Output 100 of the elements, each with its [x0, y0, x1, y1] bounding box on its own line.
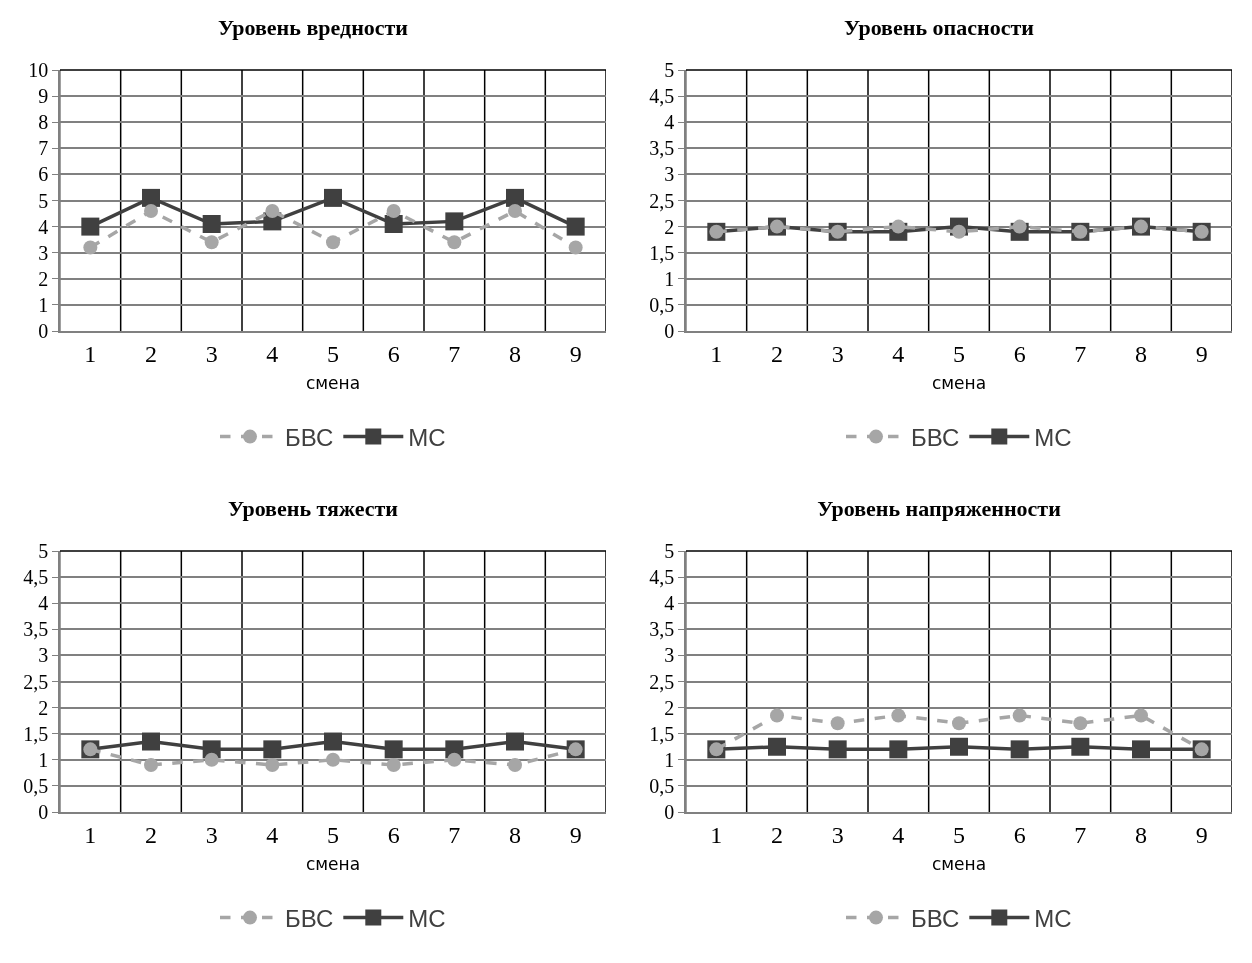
y-tick-label: 9 [38, 85, 49, 108]
legend-label: МС [408, 904, 446, 932]
y-tick-label: 4,5 [23, 566, 49, 589]
x-tick-label: 7 [1074, 821, 1087, 848]
y-tick-label: 3,5 [23, 618, 49, 641]
x-axis-title: смена [305, 854, 361, 875]
y-tick-label: 5 [38, 540, 49, 562]
y-tick-label: 2,5 [649, 670, 675, 693]
legend-label: МС [1034, 423, 1072, 451]
y-tick-label: 1 [38, 748, 49, 771]
x-tick-label: 3 [831, 821, 844, 848]
x-tick-label: 6 [1013, 340, 1026, 367]
y-tick-label: 4 [664, 592, 675, 615]
legend-label: МС [1034, 904, 1072, 932]
point [324, 188, 342, 207]
x-tick-label: 3 [205, 340, 218, 367]
point [202, 214, 221, 233]
x-axis-title: смена [305, 373, 361, 394]
point [142, 188, 160, 207]
point [1132, 740, 1150, 759]
y-tick-label: 0,5 [649, 774, 675, 797]
point [386, 203, 401, 218]
x-tick-label: 1 [710, 821, 723, 848]
y-tick-label: 2 [38, 267, 49, 290]
point [830, 716, 845, 731]
x-axis-title: смена [931, 373, 987, 394]
point [506, 188, 524, 207]
x-tick-label: 7 [448, 340, 461, 367]
point [566, 217, 585, 236]
y-tick-label: 4,5 [649, 85, 675, 108]
y-tick-label: 1,5 [649, 722, 675, 745]
point [386, 758, 401, 773]
point [265, 203, 280, 218]
legend-label: БВС [285, 904, 334, 932]
x-tick-label: 4 [266, 340, 279, 367]
x-tick-label: 2 [145, 821, 157, 848]
point [204, 752, 219, 767]
point [506, 732, 524, 751]
x-tick-label: 1 [84, 340, 97, 367]
legend-label: БВС [285, 423, 334, 451]
y-tick-label: 0,5 [23, 774, 49, 797]
y-tick-label: 3 [38, 644, 49, 667]
x-tick-label: 1 [710, 340, 723, 367]
x-tick-label: 5 [953, 340, 965, 367]
y-tick-label: 0 [664, 801, 675, 823]
point [1010, 740, 1029, 759]
point [828, 740, 847, 759]
y-tick-label: 2 [664, 215, 675, 238]
point [384, 214, 403, 233]
point [1073, 716, 1088, 731]
y-tick-label: 1,5 [23, 722, 49, 745]
y-tick-label: 3 [664, 163, 675, 186]
y-tick-label: 3,5 [649, 137, 675, 160]
x-tick-label: 8 [1135, 821, 1147, 848]
y-tick-label: 10 [28, 59, 49, 81]
x-tick-label: 8 [509, 340, 521, 367]
y-tick-label: 0 [38, 801, 49, 823]
point [950, 737, 968, 756]
y-tick-label: 5 [664, 540, 675, 562]
x-tick-label: 6 [1013, 821, 1026, 848]
x-tick-label: 7 [448, 821, 461, 848]
x-tick-label: 5 [327, 340, 339, 367]
point [770, 708, 784, 723]
chart-title: Уровень опасности [844, 14, 1035, 40]
y-tick-label: 2,5 [649, 189, 675, 212]
x-tick-label: 5 [953, 821, 965, 848]
point [384, 740, 403, 759]
legend-label: БВС [911, 423, 960, 451]
point [265, 758, 280, 773]
point [326, 235, 340, 250]
y-tick-label: 0 [38, 320, 49, 342]
point [447, 752, 462, 767]
x-tick-label: 9 [1195, 340, 1208, 367]
point [768, 737, 786, 756]
y-tick-label: 5 [38, 189, 49, 212]
y-tick-label: 3,5 [649, 618, 675, 641]
legend-label: МС [408, 423, 446, 451]
point [142, 732, 160, 751]
y-tick-label: 3 [664, 644, 675, 667]
y-tick-label: 6 [38, 163, 49, 186]
x-tick-label: 1 [84, 821, 97, 848]
x-tick-label: 8 [509, 821, 521, 848]
point [83, 240, 98, 255]
point [1071, 737, 1090, 756]
x-tick-label: 4 [892, 340, 905, 367]
y-tick-label: 3 [38, 241, 49, 264]
point [326, 752, 340, 767]
point [568, 240, 583, 255]
point [889, 740, 908, 759]
legend-label: БВС [911, 904, 960, 932]
x-tick-label: 6 [387, 821, 400, 848]
y-tick-label: 2 [664, 696, 675, 719]
point [891, 708, 906, 723]
point [508, 203, 522, 218]
point [324, 732, 342, 751]
point [144, 758, 158, 773]
y-tick-label: 8 [38, 111, 49, 134]
point [447, 235, 462, 250]
x-tick-label: 2 [771, 340, 783, 367]
x-tick-label: 3 [205, 821, 218, 848]
